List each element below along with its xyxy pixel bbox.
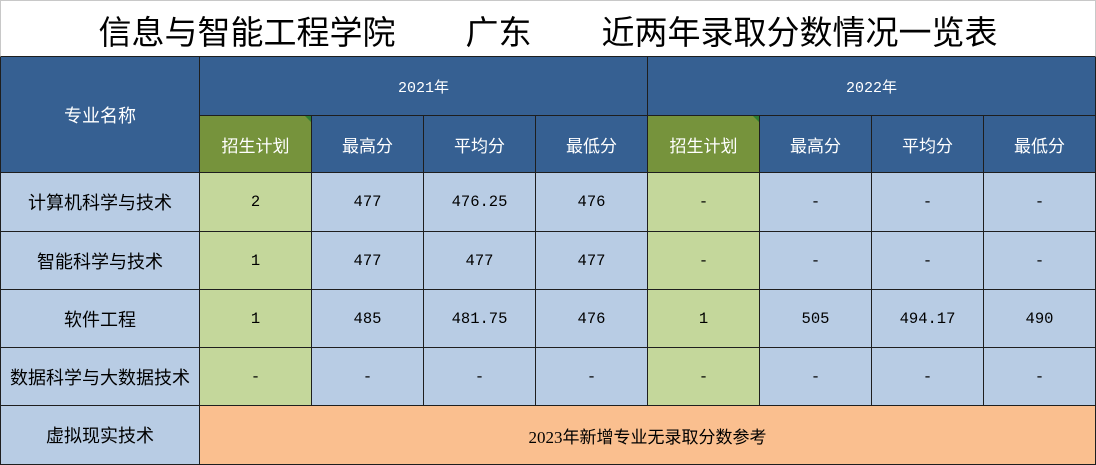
max-score-2022-cell: - (760, 348, 872, 406)
header-avg-2021: 平均分 (424, 116, 536, 173)
plan-2022-cell: - (648, 232, 760, 290)
avg-score-2021-cell: 477 (424, 232, 536, 290)
min-score-2021-cell: - (536, 348, 648, 406)
avg-score-2021-cell: 481.75 (424, 290, 536, 348)
header-max-2022: 最高分 (760, 116, 872, 173)
min-score-2022-cell: 490 (984, 290, 1096, 348)
plan-2021-cell: 1 (200, 232, 312, 290)
min-score-2022-cell: - (984, 348, 1096, 406)
plan-2022-cell: - (648, 173, 760, 232)
title-college: 信息与智能工程学院 (98, 15, 396, 52)
header-plan-2022: 招生计划 (648, 116, 760, 173)
header-plan-2022-label: 招生计划 (669, 136, 738, 156)
avg-score-2021-cell: - (424, 348, 536, 406)
major-name-cell: 计算机科学与技术 (0, 173, 200, 232)
new-major-name-cell: 虚拟现实技术 (0, 406, 200, 465)
header-avg-2022: 平均分 (872, 116, 984, 173)
min-score-2022-cell: - (984, 232, 1096, 290)
min-score-2021-cell: 477 (536, 232, 648, 290)
avg-score-2022-cell: - (872, 173, 984, 232)
header-year-2021: 2021年 (200, 57, 648, 116)
table-title: 信息与智能工程学院 广东 近两年录取分数情况一览表 (0, 0, 1096, 57)
plan-2022-cell: - (648, 348, 760, 406)
new-major-note: 2023年新增专业无录取分数参考 (200, 406, 1096, 465)
avg-score-2021-cell: 476.25 (424, 173, 536, 232)
avg-score-2022-cell: 494.17 (872, 290, 984, 348)
min-score-2022-cell: - (984, 173, 1096, 232)
major-name-cell: 智能科学与技术 (0, 232, 200, 290)
plan-2021-cell: 1 (200, 290, 312, 348)
header-max-2021: 最高分 (312, 116, 424, 173)
header-min-2021: 最低分 (536, 116, 648, 173)
header-plan-2021-label: 招生计划 (221, 136, 290, 156)
title-province: 广东 (465, 15, 532, 52)
header-min-2022: 最低分 (984, 116, 1096, 173)
min-score-2021-cell: 476 (536, 290, 648, 348)
avg-score-2022-cell: - (872, 348, 984, 406)
max-score-2021-cell: 477 (312, 173, 424, 232)
major-name-cell: 软件工程 (0, 290, 200, 348)
plan-2022-cell: 1 (648, 290, 760, 348)
title-subject: 近两年录取分数情况一览表 (601, 15, 998, 52)
max-score-2022-cell: - (760, 232, 872, 290)
header-year-2022: 2022年 (648, 57, 1096, 116)
max-score-2021-cell: 485 (312, 290, 424, 348)
header-plan-2021: 招生计划 (200, 116, 312, 173)
cell-indicator-icon (305, 116, 311, 122)
plan-2021-cell: 2 (200, 173, 312, 232)
max-score-2021-cell: 477 (312, 232, 424, 290)
max-score-2021-cell: - (312, 348, 424, 406)
max-score-2022-cell: 505 (760, 290, 872, 348)
avg-score-2022-cell: - (872, 232, 984, 290)
major-name-cell: 数据科学与大数据技术 (0, 348, 200, 406)
plan-2021-cell: - (200, 348, 312, 406)
header-major-name: 专业名称 (0, 57, 200, 173)
min-score-2021-cell: 476 (536, 173, 648, 232)
admission-score-table: 专业名称 2021年 2022年 招生计划 最高分 平均分 最低分 招生计划 最… (0, 57, 1096, 465)
cell-indicator-icon (753, 116, 759, 122)
max-score-2022-cell: - (760, 173, 872, 232)
